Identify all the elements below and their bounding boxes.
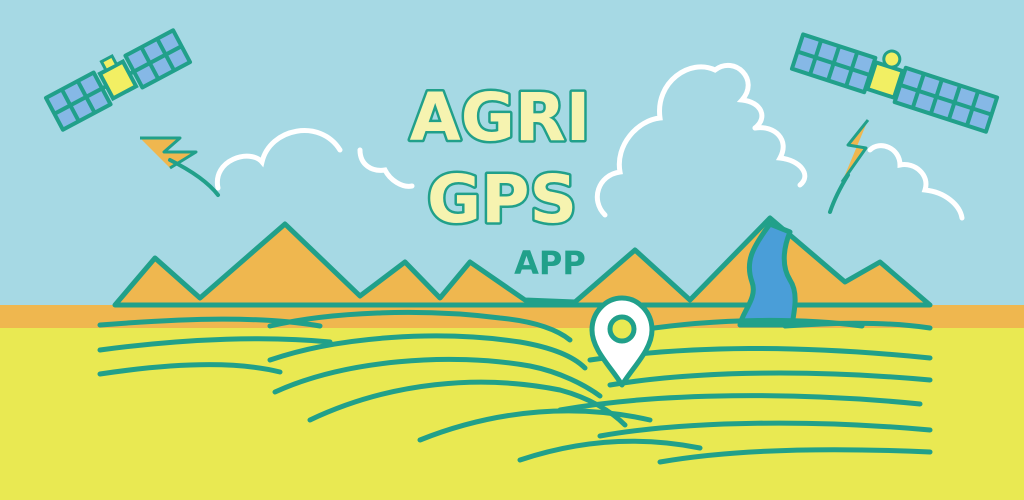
fields: [97, 309, 933, 465]
title-line-agri: AGRI: [410, 79, 591, 156]
title-line-gps: GPS: [427, 161, 577, 238]
cloud-icon: [214, 128, 415, 191]
satellite-icon: [43, 28, 193, 132]
title-subtitle-app: APP: [514, 244, 586, 282]
map-pin-icon: [589, 295, 655, 388]
cloud-icon: [867, 143, 965, 221]
satellite-icon: [789, 32, 1000, 134]
lightning-icon: [828, 119, 870, 214]
lightning-icon: [140, 136, 220, 197]
cloud-icon: [594, 62, 808, 218]
river-icon: [737, 221, 798, 328]
mountain-range: [112, 215, 933, 308]
